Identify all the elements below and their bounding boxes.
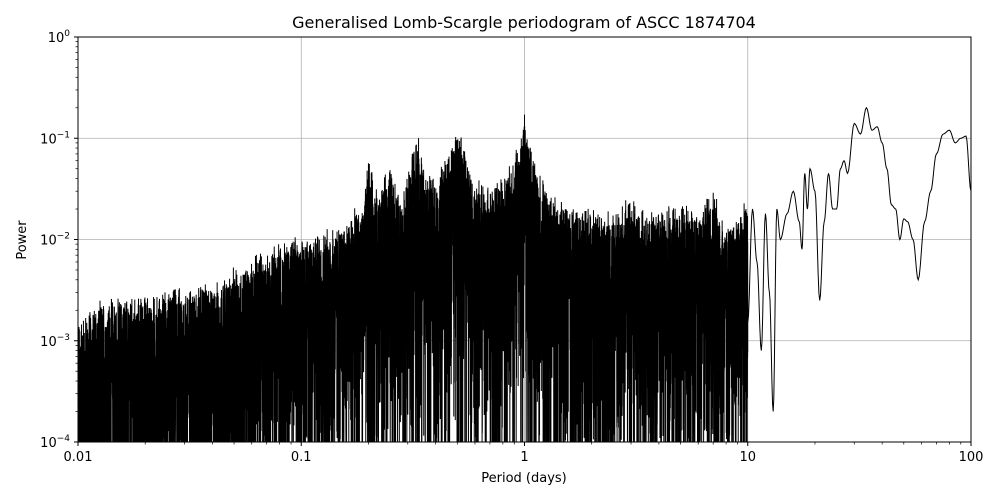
y-tick-label: 10−3 bbox=[40, 333, 70, 350]
x-tick-label: 0.01 bbox=[64, 450, 93, 465]
x-tick-label: 10 bbox=[739, 450, 756, 465]
y-tick-label: 10−2 bbox=[40, 232, 70, 249]
x-tick-label: 0.1 bbox=[291, 450, 312, 465]
y-tick-label: 10−4 bbox=[40, 434, 70, 451]
y-axis-label: Power bbox=[15, 220, 30, 260]
axis-ticks: 0.01 0.1 1 10 100 10−4 10−3 10−2 10−1 100 bbox=[40, 29, 983, 465]
series-power bbox=[78, 106, 971, 442]
x-tick-label: 100 bbox=[959, 450, 984, 465]
x-axis-label: Period (days) bbox=[481, 471, 567, 486]
series-line-power bbox=[78, 106, 971, 442]
x-tick-label: 1 bbox=[520, 450, 528, 465]
y-tick-label: 10−1 bbox=[40, 130, 70, 147]
y-tick-label: 100 bbox=[48, 29, 71, 46]
chart-title: Generalised Lomb-Scargle periodogram of … bbox=[292, 13, 756, 32]
